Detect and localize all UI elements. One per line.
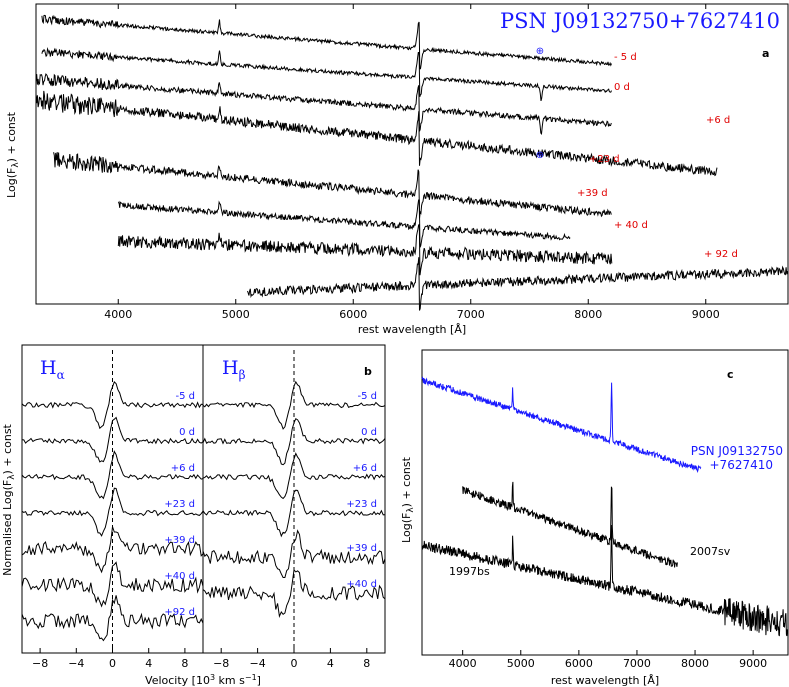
telluric-symbol: ⊕: [536, 46, 544, 57]
epoch-label-b: +92 d: [164, 607, 195, 618]
line-profile: [202, 568, 386, 618]
line-profile: [21, 450, 204, 500]
panel-b-tick-label: −8: [213, 657, 229, 670]
epoch-label-b: +23 d: [346, 499, 377, 510]
line-profile: [21, 416, 204, 463]
panel-a-label: a: [762, 47, 769, 60]
panel-b-xaxis: −8 −4 0 4 8 −8 −4 0 4 8: [32, 648, 370, 670]
panel-b-tick-label: −8: [32, 657, 48, 670]
line-profile: [202, 417, 386, 466]
epoch-label-a: - 5 d: [614, 52, 637, 63]
epoch-label-b: +39 d: [164, 535, 195, 546]
panel-b-tick-label: 0: [291, 657, 298, 670]
spectrum-a-0: [41, 14, 612, 70]
epoch-label-b: +23 d: [164, 499, 195, 510]
spectrum-c-2: [421, 524, 789, 637]
spectrum-a-3: [35, 90, 718, 177]
spectrum-a-2: [35, 73, 612, 135]
epoch-label-b: +6 d: [171, 463, 195, 474]
line-profile: [21, 487, 204, 537]
panel-a-tick-label: 4000: [104, 308, 132, 321]
panel-b-tick-label: −4: [249, 657, 265, 670]
epoch-label-b: 0 d: [179, 427, 195, 438]
panel-b-tick-label: 8: [363, 657, 370, 670]
h-beta-label: Hβ: [222, 357, 246, 382]
epoch-label-a: +23 d: [589, 154, 620, 165]
panel-b-label: b: [364, 365, 372, 378]
epoch-label-a: +39 d: [577, 188, 608, 199]
epoch-label-b: +40 d: [164, 571, 195, 582]
panel-a-xaxis: 4000 5000 6000 7000 8000 9000: [104, 4, 720, 321]
panel-b-tick-label: 4: [327, 657, 334, 670]
panel-a-tick-label: 6000: [339, 308, 367, 321]
line-profile: [21, 526, 204, 574]
panel-a-tick-label: 8000: [574, 308, 602, 321]
panel-a-title: PSN J09132750+7627410: [500, 9, 780, 33]
line-profile: [202, 489, 386, 538]
panel-b-plot: -5 d 0 d +6 d +23 d +39 d +40 d +92 d -5 d 0 d +6…: [21, 350, 386, 653]
sn2007sv-label: 2007sv: [690, 545, 731, 558]
panel-b-ylabel: Normalised Log(Fλ) + const: [1, 423, 17, 575]
epoch-label-a: + 92 d: [704, 249, 738, 260]
panel-b-tick-label: 0: [109, 657, 116, 670]
line-profile: [21, 561, 204, 608]
panel-b-tick-label: −4: [68, 657, 84, 670]
panel-c-tick-label: 8000: [681, 657, 709, 670]
panel-b-tick-label: 4: [145, 657, 152, 670]
panel-a-tick-label: 9000: [692, 308, 720, 321]
panel-c-tick-label: 5000: [507, 657, 535, 670]
panel-c-tick-label: 9000: [739, 657, 767, 670]
panel-a-tick-label: 7000: [457, 308, 485, 321]
psn-label-line1: PSN J09132750: [691, 444, 783, 458]
panel-c-tick-label: 4000: [449, 657, 477, 670]
psn-label-line2: +7627410: [710, 458, 774, 472]
panel-a-xlabel: rest wavelength [Å]: [358, 323, 466, 336]
telluric-symbol: ⊕: [536, 150, 544, 161]
panel-c-tick-label: 7000: [623, 657, 651, 670]
epoch-label-b: 0 d: [361, 427, 377, 438]
epoch-label-a: +6 d: [706, 115, 730, 126]
panel-c-tick-label: 6000: [565, 657, 593, 670]
epoch-label-b: +40 d: [346, 579, 377, 590]
line-profile: [202, 529, 386, 578]
line-profile: [21, 595, 204, 642]
panel-a-tick-label: 5000: [222, 308, 250, 321]
panel-c-xaxis: 4000 5000 6000 7000 8000 9000: [449, 650, 767, 670]
panel-b-tick-label: 8: [181, 657, 188, 670]
panel-b-xlabel: Velocity [103 km s−1]: [145, 673, 261, 687]
epoch-label-b: +6 d: [353, 463, 377, 474]
epoch-label-b: -5 d: [358, 391, 378, 402]
panel-a-plot: - 5 d 0 d +6 d +23 d +39 d + 40 d + 92 d ⊕ ⊕: [35, 14, 788, 311]
epoch-label-b: -5 d: [176, 391, 196, 402]
spectrum-a-4: [53, 152, 612, 219]
epoch-label-b: +39 d: [346, 543, 377, 554]
panel-c-label: c: [727, 368, 734, 381]
spectrum-a-6: [117, 223, 613, 276]
spectrum-a-5: [117, 199, 571, 248]
panel-a-ylabel: Log(Fλ) + const: [5, 111, 21, 198]
line-profile: [202, 380, 386, 430]
epoch-label-a: + 40 d: [614, 220, 648, 231]
panel-c-plot: [421, 376, 789, 637]
panel-c-ylabel: Log(Fλ) + const: [400, 456, 416, 543]
panel-c-xlabel: rest wavelength [Å]: [551, 674, 659, 687]
panel-c-frame: [421, 349, 789, 656]
line-profile: [202, 452, 386, 500]
spectrum-a-7: [247, 257, 788, 311]
panel-a-frame: [35, 3, 789, 305]
spectrum-c-0: [421, 376, 702, 473]
epoch-label-a: 0 d: [614, 82, 630, 93]
spectrum-c-1: [462, 481, 678, 568]
sn1997bs-label: 1997bs: [449, 565, 490, 578]
line-profile: [21, 381, 204, 430]
h-alpha-label: Hα: [40, 357, 65, 382]
spectrum-a-1: [41, 46, 612, 102]
